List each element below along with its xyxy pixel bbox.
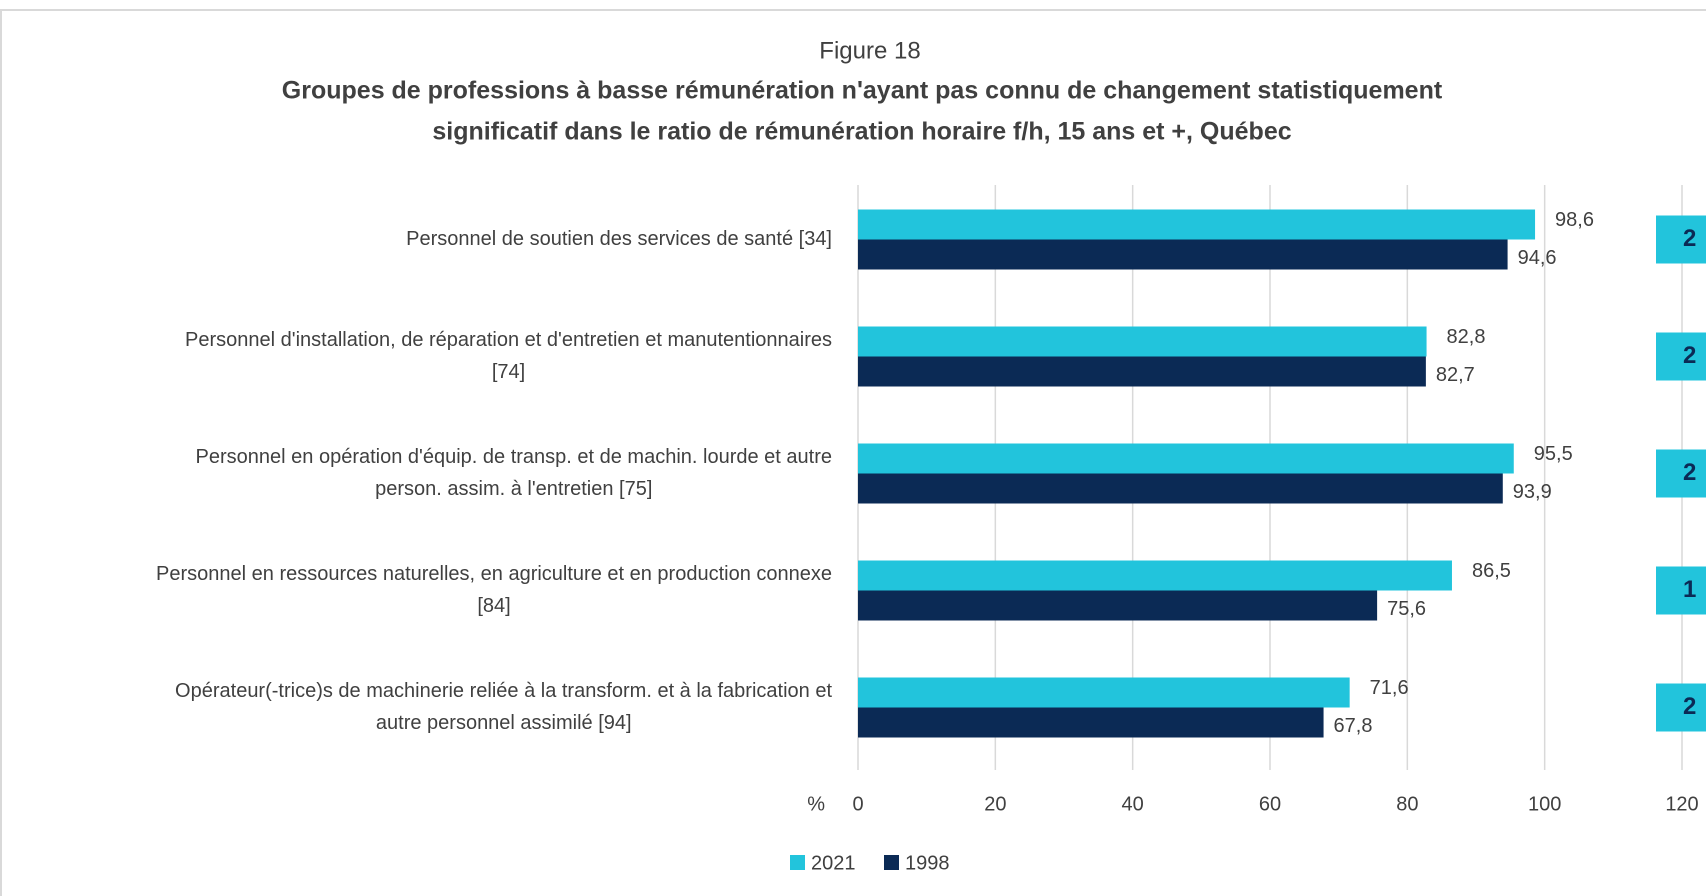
bar	[858, 239, 1508, 270]
side-label: 2	[1683, 693, 1696, 720]
data-label: 98,6	[1555, 209, 1594, 231]
frame	[0, 9, 1706, 896]
chart-subtitle: Groupes de professions à basse rémunérat…	[282, 77, 1443, 105]
side-label: 2	[1683, 459, 1696, 486]
data-label: 67,8	[1334, 715, 1373, 737]
bar	[858, 707, 1324, 738]
legend-swatch	[790, 855, 805, 870]
data-label: 86,5	[1472, 560, 1511, 582]
side-label: 2	[1683, 225, 1696, 252]
y-tick-label: Personnel en opération d'équip. de trans…	[196, 446, 832, 468]
x-tick-label: 0	[852, 793, 863, 815]
data-label: 82,8	[1447, 326, 1486, 348]
bar	[858, 677, 1350, 708]
x-tick-label: 20	[984, 793, 1006, 815]
y-tick-label: [74]	[492, 361, 525, 383]
side-label: 2	[1683, 342, 1696, 369]
data-label: 82,7	[1436, 364, 1475, 386]
y-tick-label: autre personnel assimilé [94]	[376, 712, 632, 734]
chart-title: Figure 18	[819, 37, 920, 64]
bar	[858, 590, 1378, 621]
y-tick-label: Personnel en ressources naturelles, en a…	[156, 563, 832, 585]
y-tick-label: person. assim. à l'entretien [75]	[375, 478, 652, 500]
data-label: 71,6	[1370, 677, 1409, 699]
x-tick-label: 80	[1396, 793, 1418, 815]
side-box	[1656, 449, 1706, 498]
bar	[858, 356, 1426, 387]
legend-label: 2021	[811, 852, 856, 874]
side-box	[1656, 566, 1706, 615]
data-label: 95,5	[1534, 443, 1573, 465]
side-box	[1656, 215, 1706, 264]
x-tick-label: 40	[1122, 793, 1144, 815]
bar	[858, 473, 1503, 504]
bar	[858, 209, 1536, 240]
bar	[858, 326, 1427, 357]
legend-label: 1998	[905, 852, 950, 874]
legend-swatch	[884, 855, 899, 870]
bar	[858, 560, 1452, 591]
y-tick-label: Personnel d'installation, de réparation …	[185, 329, 832, 351]
bar	[858, 443, 1514, 474]
side-box	[1656, 332, 1706, 381]
side-box	[1656, 683, 1706, 732]
side-label: 1	[1683, 576, 1696, 603]
x-tick-label: 100	[1528, 793, 1561, 815]
y-tick-label: Opérateur(-trice)s de machinerie reliée …	[175, 680, 832, 702]
x-tick-label: 60	[1259, 793, 1281, 815]
y-tick-label: [84]	[477, 595, 510, 617]
chart-subtitle: significatif dans le ratio de rémunérati…	[432, 118, 1291, 146]
data-label: 93,9	[1513, 481, 1552, 503]
y-tick-label: Personnel de soutien des services de san…	[406, 228, 832, 250]
x-axis-label: %	[807, 793, 825, 815]
data-label: 94,6	[1518, 247, 1557, 269]
data-label: 75,6	[1387, 598, 1426, 620]
x-tick-label: 120	[1665, 793, 1698, 815]
